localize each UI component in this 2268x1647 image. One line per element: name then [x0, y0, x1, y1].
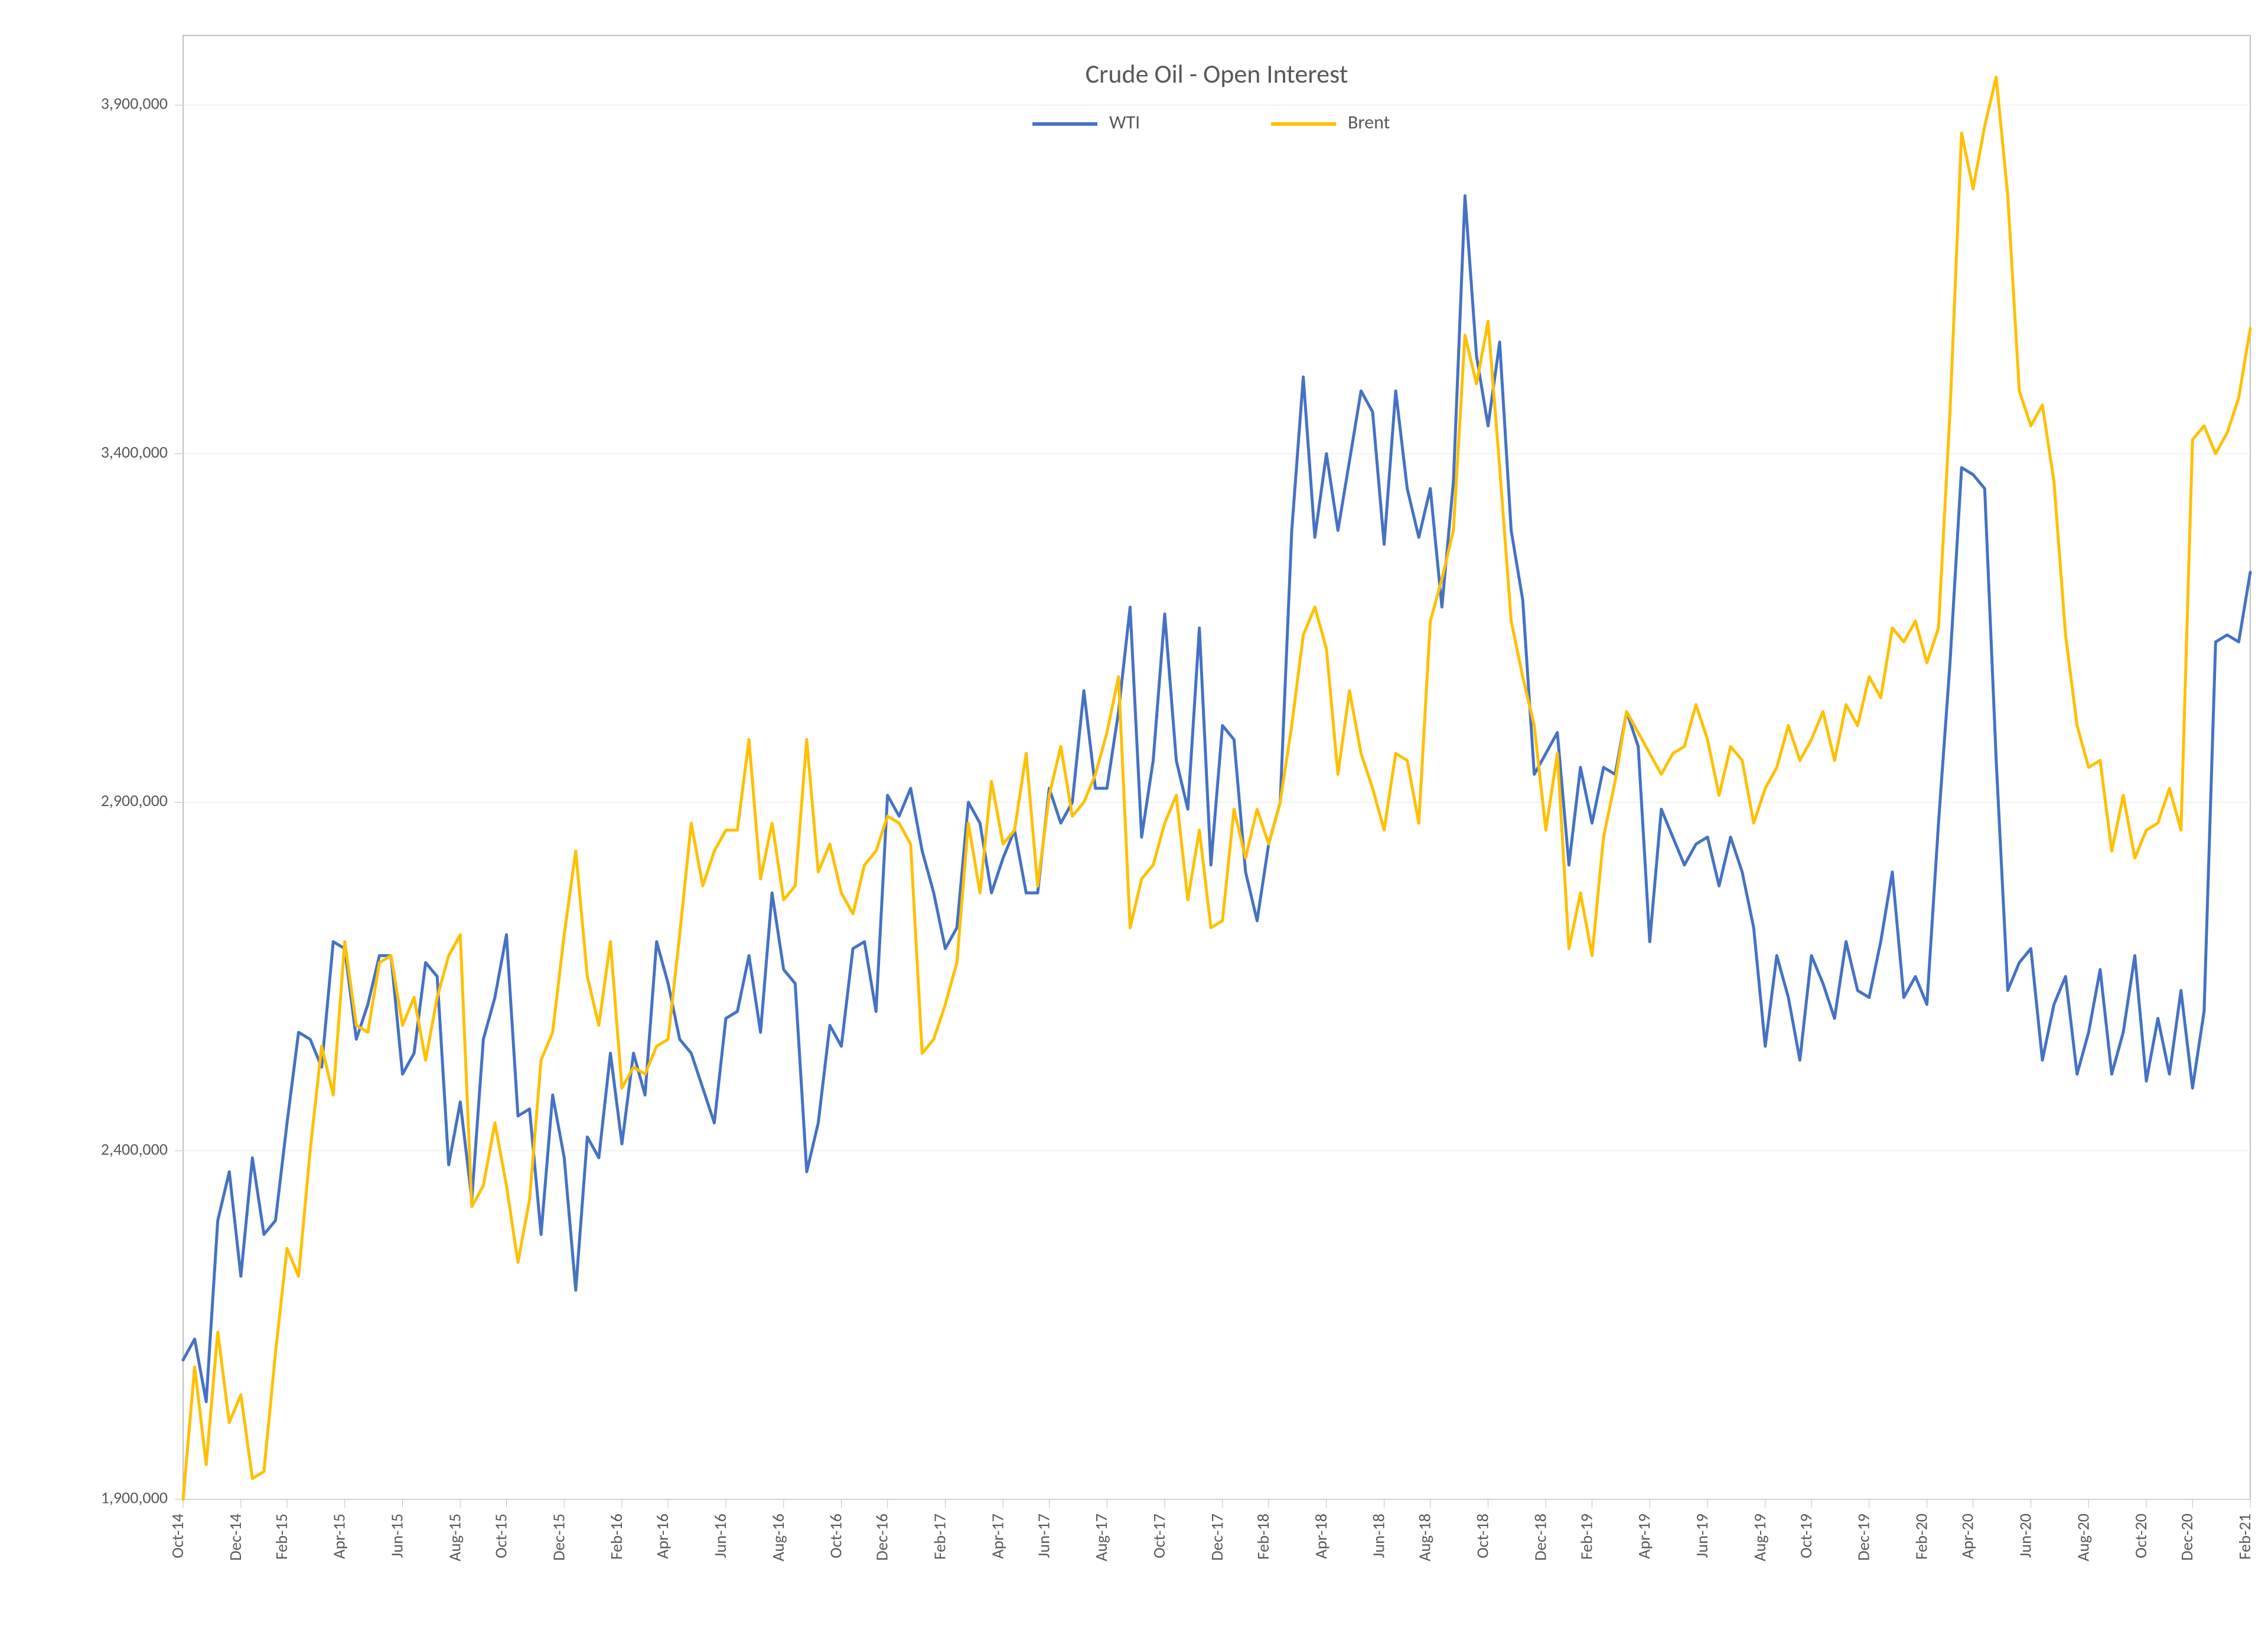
x-tick-label: Feb-19	[1576, 1514, 1596, 1560]
x-tick-label: Jun-15	[387, 1514, 408, 1558]
y-tick-label: 2,900,000	[101, 790, 168, 811]
x-tick-label: Aug-20	[2073, 1514, 2093, 1561]
x-tick-label: Dec-17	[1207, 1514, 1227, 1561]
legend-label: WTI	[1109, 111, 1140, 134]
x-tick-label: Apr-17	[987, 1514, 1008, 1559]
x-tick-label: Aug-16	[768, 1514, 788, 1561]
x-tick-label: Jun-19	[1692, 1514, 1712, 1558]
x-tick-label: Feb-18	[1253, 1514, 1273, 1560]
x-tick-label: Dec-20	[2176, 1514, 2197, 1561]
x-tick-label: Apr-15	[329, 1514, 350, 1559]
x-tick-label: Aug-17	[1091, 1514, 1112, 1561]
x-tick-label: Oct-18	[1472, 1514, 1493, 1558]
line-chart: 1,900,000 2,400,000 2,900,000 3,400,000 3,90…	[0, 0, 2268, 1647]
x-tick-label: Oct-15	[490, 1514, 511, 1558]
x-tick-label: Feb-15	[271, 1514, 292, 1560]
x-tick-label: Oct-14	[167, 1514, 188, 1558]
x-tick-label: Oct-20	[2130, 1514, 2151, 1558]
chart-container: 1,900,000 2,400,000 2,900,000 3,400,000 3,90…	[0, 0, 2268, 1647]
x-tick-label: Aug-18	[1415, 1514, 1435, 1561]
y-tick-label: 2,400,000	[101, 1139, 168, 1159]
x-tick-label: Dec-19	[1853, 1514, 1874, 1561]
x-tick-label: Feb-20	[1911, 1514, 1932, 1560]
x-tick-label: Aug-15	[444, 1514, 465, 1561]
x-tick-label: Jun-16	[710, 1514, 731, 1558]
x-tick-label: Feb-16	[606, 1514, 627, 1560]
chart-title: Crude Oil - Open Interest	[1086, 58, 1348, 90]
legend-label: Brent	[1348, 111, 1390, 134]
x-tick-label: Jun-20	[2015, 1514, 2035, 1558]
x-tick-label: Apr-20	[1957, 1514, 1978, 1559]
x-tick-label: Dec-15	[548, 1514, 569, 1561]
x-tick-label: Dec-18	[1530, 1514, 1550, 1561]
y-tick-label: 1,900,000	[101, 1488, 168, 1508]
x-tick-label: Jun-17	[1033, 1514, 1054, 1558]
x-tick-label: Apr-16	[652, 1514, 673, 1559]
x-tick-label: Oct-16	[826, 1514, 846, 1558]
y-tick-label: 3,900,000	[101, 93, 168, 114]
x-tick-label: Feb-17	[930, 1514, 950, 1560]
x-tick-label: Feb-21	[2234, 1514, 2255, 1560]
x-tick-label: Dec-14	[225, 1514, 246, 1561]
x-tick-label: Apr-18	[1311, 1514, 1331, 1559]
x-tick-label: Apr-19	[1634, 1514, 1654, 1559]
x-tick-label: Jun-18	[1368, 1514, 1389, 1558]
x-tick-label: Oct-17	[1149, 1514, 1169, 1558]
x-tick-label: Dec-16	[872, 1514, 892, 1561]
x-tick-label: Oct-19	[1795, 1514, 1816, 1558]
x-tick-label: Aug-19	[1749, 1514, 1770, 1561]
y-tick-label: 3,400,000	[101, 442, 168, 462]
